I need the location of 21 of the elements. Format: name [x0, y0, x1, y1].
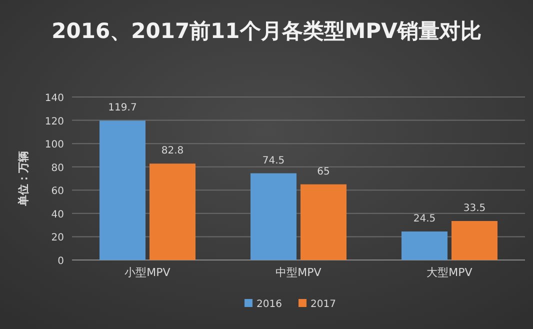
data-label: 33.5 [463, 202, 486, 214]
y-axis-title: 单位：万辆 [17, 151, 30, 207]
legend-label: 2016 [256, 299, 282, 310]
chart-title: 2016、2017前11个月各类型MPV销量对比 [52, 19, 482, 43]
x-tick-label: 小型MPV [124, 266, 171, 279]
legend-label: 2017 [310, 299, 336, 310]
y-tick-label: 120 [44, 116, 64, 128]
y-tick-label: 60 [51, 186, 64, 198]
y-tick-label: 20 [51, 232, 64, 244]
y-tick-label: 100 [44, 140, 64, 151]
x-tick-label: 中型MPV [276, 266, 322, 279]
y-tick-label: 80 [51, 162, 64, 174]
x-tick-label: 大型MPV [426, 266, 473, 279]
data-label: 24.5 [413, 213, 436, 224]
y-tick-label: 140 [44, 93, 64, 104]
data-label: 65 [317, 166, 330, 178]
data-label: 74.5 [262, 155, 285, 166]
data-label: 82.8 [161, 146, 184, 157]
y-tick-label: 0 [58, 256, 64, 267]
y-tick-label: 40 [51, 209, 64, 220]
data-label: 119.7 [108, 102, 137, 114]
